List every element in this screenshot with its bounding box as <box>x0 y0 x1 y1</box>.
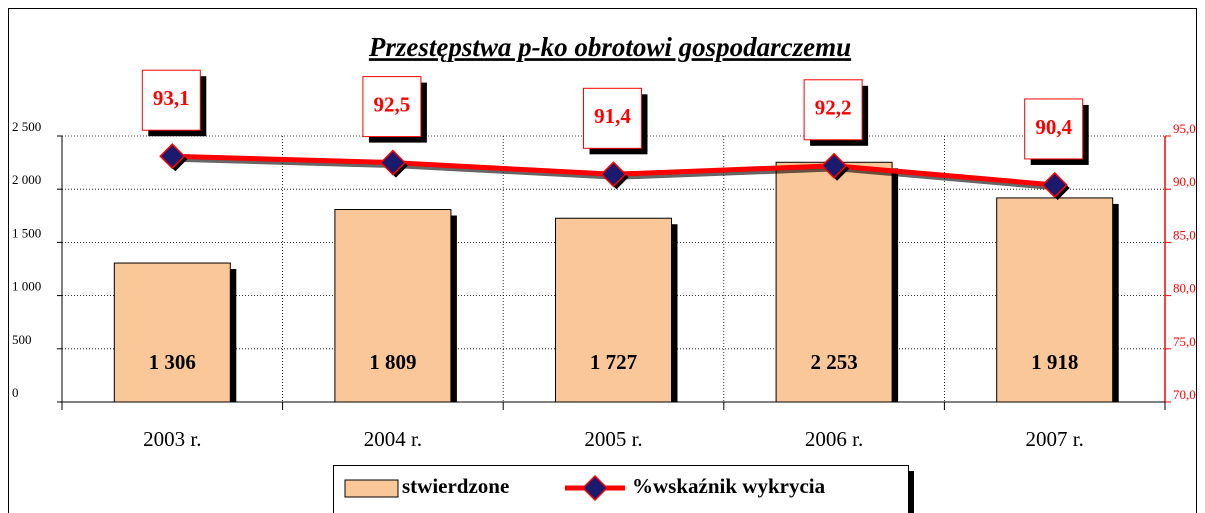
marker <box>600 161 627 188</box>
marker <box>159 143 186 170</box>
value-box <box>803 79 863 141</box>
bar <box>555 217 672 403</box>
y-tick-label: 1 500 <box>12 225 41 240</box>
x-tick-label: 2005 r. <box>584 427 642 451</box>
bar <box>113 262 231 403</box>
y2-tick-label: 75,0 <box>1173 334 1196 349</box>
legend-label: stwierdzone <box>402 474 509 498</box>
line-value-label: 91,4 <box>594 104 631 128</box>
bar-value-label: 1 306 <box>149 350 196 374</box>
line-value-label: 92,5 <box>374 92 411 116</box>
y-tick-label: 2 500 <box>12 119 41 134</box>
marker <box>379 149 406 176</box>
bar <box>334 209 452 403</box>
y2-tick-label: 85,0 <box>1173 227 1196 242</box>
bar-value-label: 2 253 <box>810 350 857 374</box>
legend-label: %wskaźnik wykrycia <box>632 474 826 498</box>
line-value-label: 92,2 <box>815 96 852 120</box>
y-tick-label: 1 000 <box>12 279 41 294</box>
marker <box>1041 171 1068 199</box>
x-tick-label: 2003 r. <box>143 427 201 451</box>
legend-swatch <box>344 479 399 498</box>
value-box <box>141 69 201 131</box>
bar-value-label: 1 727 <box>590 350 637 374</box>
x-tick-label: 2004 r. <box>364 427 422 451</box>
legend-marker <box>581 474 609 502</box>
y2-tick-label: 80,0 <box>1173 281 1196 296</box>
value-box <box>362 76 422 138</box>
marker <box>821 152 848 179</box>
chart-title: Przestępstwa p-ko obrotowi gospodarczemu <box>368 32 851 62</box>
line-value-label: 90,4 <box>1035 115 1072 139</box>
y-tick-label: 500 <box>12 332 32 347</box>
value-box <box>583 87 642 149</box>
value-box <box>1024 98 1084 160</box>
x-tick-label: 2006 r. <box>805 427 863 451</box>
line-value-label: 93,1 <box>153 86 190 110</box>
y2-tick-label: 95,0 <box>1173 121 1196 136</box>
bar-value-label: 1 809 <box>369 350 416 374</box>
x-tick-label: 2007 r. <box>1026 427 1084 451</box>
y-tick-label: 0 <box>12 385 19 400</box>
bar <box>996 197 1114 403</box>
y2-tick-label: 90,0 <box>1173 174 1196 189</box>
bar-value-label: 1 918 <box>1031 350 1078 374</box>
y-tick-label: 2 000 <box>12 172 41 187</box>
y2-tick-label: 70,0 <box>1173 387 1196 402</box>
bar <box>775 161 893 403</box>
